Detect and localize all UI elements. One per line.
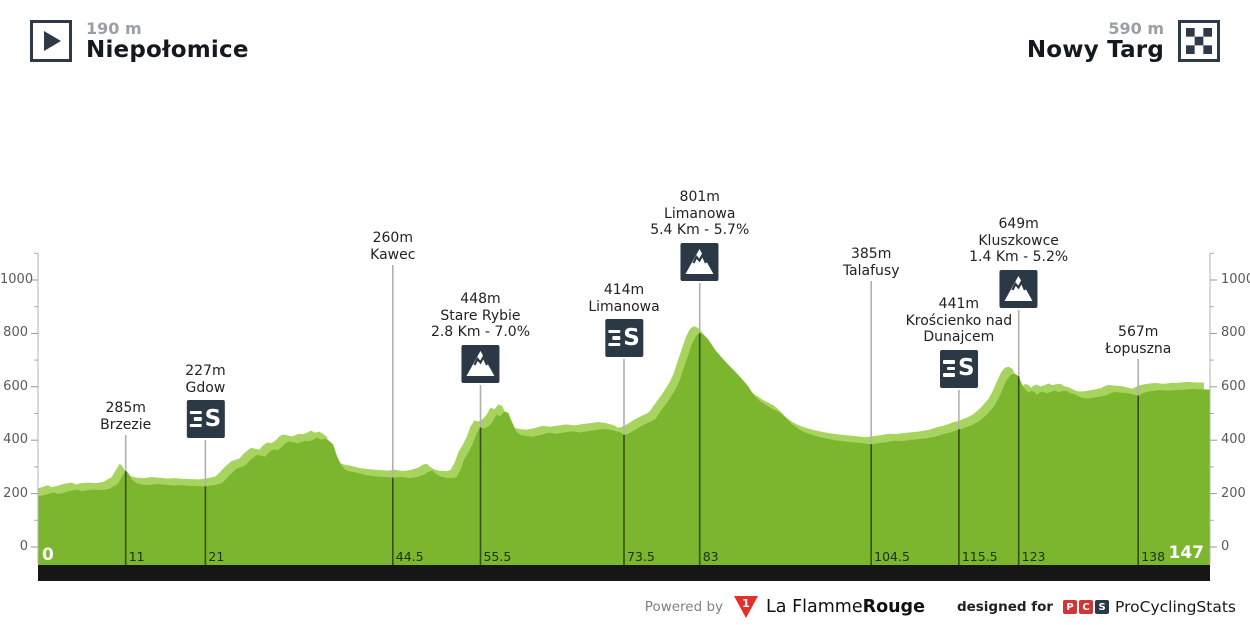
climb-icon xyxy=(999,269,1038,308)
y-axis-label-right: 200 xyxy=(1221,485,1246,501)
marker-name: Brzezie xyxy=(100,416,152,433)
climb-icon xyxy=(680,242,719,281)
svg-text:1: 1 xyxy=(742,597,750,610)
y-axis-label-left: 400 xyxy=(3,432,28,448)
marker-elevation: 567m xyxy=(1118,324,1159,340)
y-axis-label-right: 0 xyxy=(1221,539,1230,554)
start-elevation: 190 m xyxy=(86,19,142,38)
route-marker: 414m Limanowa S xyxy=(588,282,660,357)
sprint-icon: S xyxy=(605,319,643,357)
lfr-wordmark: La FlammeRouge xyxy=(766,597,925,617)
pcs-letter-boxes: P C S xyxy=(1063,600,1110,614)
marker-climb-detail: 5.4 Km - 5.7% xyxy=(650,222,750,238)
marker-name: Limanowa xyxy=(588,298,660,315)
marker-elevation: 260m xyxy=(372,230,413,246)
route-marker: 385m Talafusy xyxy=(843,246,900,279)
marker-name: Limanowa xyxy=(664,205,736,222)
marker-elevation: 801m xyxy=(679,189,720,205)
x-axis-label-start: 0 xyxy=(42,545,54,565)
finish-header: 590 m Nowy Targ xyxy=(1027,20,1220,63)
sprint-icon: S xyxy=(186,400,225,438)
y-axis-label-right: 600 xyxy=(1221,378,1246,394)
marker-name: Krościenko nad Dunajcem xyxy=(905,312,1013,346)
route-marker: 649m Kluszkowce 1.4 Km - 5.2% xyxy=(969,216,1068,308)
pcs-wordmark: ProCyclingStats xyxy=(1115,598,1236,616)
marker-elevation: 441m xyxy=(938,296,980,312)
procyclingstats-logo[interactable]: P C S ProCyclingStats xyxy=(1063,598,1236,616)
sprint-icon: S xyxy=(939,349,978,388)
marker-elevation: 448m xyxy=(460,291,501,307)
marker-climb-detail: 2.8 Km - 7.0% xyxy=(430,324,531,340)
route-marker: 285m Brzezie xyxy=(100,400,151,433)
marker-elevation: 649m xyxy=(998,216,1039,232)
x-axis-tick-label: 138 xyxy=(1141,549,1166,564)
route-marker: 441m Krościenko nad Dunajcem S xyxy=(874,296,1044,388)
marker-climb-detail: 1.4 Km - 5.2% xyxy=(969,249,1069,265)
y-axis-label-left: 600 xyxy=(3,378,28,394)
start-header: 190 m Niepołomice xyxy=(30,20,249,63)
marker-elevation: 227m xyxy=(185,363,226,379)
y-axis-label-right: 400 xyxy=(1221,432,1246,448)
x-axis-tick-label: 21 xyxy=(208,549,225,564)
x-axis-tick-label: 44.5 xyxy=(395,549,424,564)
start-flag-icon xyxy=(30,20,72,62)
lfr-triangle-icon: 1 xyxy=(734,596,759,618)
finish-elevation: 590 m xyxy=(1108,19,1164,38)
y-axis-label-right: 1000 xyxy=(1221,272,1250,287)
marker-name: Gdow xyxy=(185,379,226,396)
climb-icon xyxy=(461,344,500,383)
pcs-box-p: P xyxy=(1063,600,1078,614)
marker-elevation: 414m xyxy=(603,282,645,298)
route-marker: 227m Gdow S xyxy=(185,363,226,438)
route-marker: 567m Łopuszna xyxy=(1105,324,1171,357)
marker-name: Kawec xyxy=(370,246,416,263)
designed-for-label: designed for xyxy=(956,599,1054,615)
attribution-footer: Powered by 1 La FlammeRouge designed for… xyxy=(645,595,1236,619)
start-town: Niepołomice xyxy=(86,36,249,63)
route-marker: 448m Stare Rybie 2.8 Km - 7.0% xyxy=(431,291,530,383)
marker-name: Kluszkowce xyxy=(978,232,1059,249)
marker-elevation: 285m xyxy=(105,400,146,416)
pcs-box-c: C xyxy=(1079,600,1094,614)
y-axis-label-left: 0 xyxy=(19,539,28,554)
powered-by-label: Powered by xyxy=(644,599,724,615)
route-marker: 260m Kawec xyxy=(370,230,415,263)
marker-name: Stare Rybie xyxy=(440,307,521,324)
marker-name: Talafusy xyxy=(842,262,900,279)
finish-town: Nowy Targ xyxy=(1026,36,1164,63)
x-axis-tick-label: 73.5 xyxy=(627,549,655,564)
x-axis-label-finish: 147 xyxy=(1168,543,1205,563)
y-axis-label-left: 200 xyxy=(3,485,28,501)
marker-elevation: 385m xyxy=(850,246,892,262)
x-axis-tick-label: 55.5 xyxy=(483,549,512,564)
x-axis-tick-label: 11 xyxy=(128,549,145,564)
x-axis-tick-label: 83 xyxy=(702,549,719,564)
route-marker: 801m Limanowa 5.4 Km - 5.7% xyxy=(650,189,749,281)
finish-flag-icon xyxy=(1178,20,1220,62)
y-axis-label-left: 1000 xyxy=(0,272,34,287)
marker-name: Łopuszna xyxy=(1105,340,1172,357)
baseline-bar xyxy=(38,565,1210,581)
x-axis-tick-label: 123 xyxy=(1021,549,1046,564)
la-flamme-rouge-logo[interactable]: 1 La FlammeRouge xyxy=(733,595,925,619)
y-axis-label-left: 800 xyxy=(3,325,28,341)
x-axis-tick-label: 104.5 xyxy=(874,549,910,564)
x-axis-tick-label: 115.5 xyxy=(961,549,998,564)
pcs-box-s: S xyxy=(1095,600,1110,614)
y-axis-label-right: 800 xyxy=(1221,325,1246,341)
